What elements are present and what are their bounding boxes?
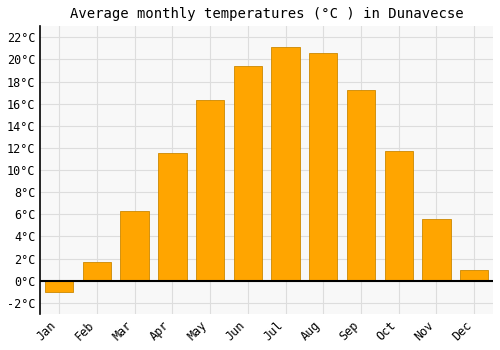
- Bar: [309, 53, 338, 281]
- Bar: [83, 262, 111, 281]
- Bar: [272, 47, 299, 281]
- Bar: [234, 66, 262, 281]
- Bar: [45, 281, 74, 292]
- Bar: [347, 90, 375, 281]
- Bar: [460, 270, 488, 281]
- Bar: [422, 219, 450, 281]
- Bar: [196, 100, 224, 281]
- Title: Average monthly temperatures (°C ) in Dunavecse: Average monthly temperatures (°C ) in Du…: [70, 7, 464, 21]
- Bar: [384, 151, 413, 281]
- Bar: [120, 211, 149, 281]
- Bar: [158, 154, 186, 281]
